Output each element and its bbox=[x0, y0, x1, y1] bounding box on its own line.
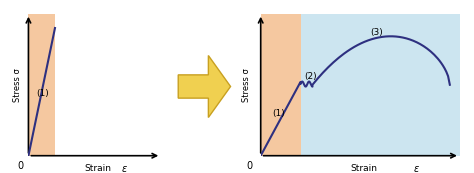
Text: (1): (1) bbox=[36, 89, 49, 98]
Polygon shape bbox=[178, 56, 230, 117]
Text: Stress σ: Stress σ bbox=[13, 68, 22, 102]
Bar bbox=[261, 14, 301, 156]
Text: Stress σ: Stress σ bbox=[242, 68, 251, 102]
Text: (2): (2) bbox=[304, 72, 317, 81]
Bar bbox=[28, 14, 55, 156]
Text: ε: ε bbox=[413, 164, 419, 173]
Text: 0: 0 bbox=[246, 161, 253, 171]
Text: ε: ε bbox=[121, 164, 127, 173]
Text: 0: 0 bbox=[17, 161, 23, 171]
Text: Strain: Strain bbox=[84, 164, 111, 173]
Text: (3): (3) bbox=[370, 28, 383, 37]
Text: (1): (1) bbox=[273, 109, 285, 118]
Text: Strain: Strain bbox=[351, 164, 378, 173]
